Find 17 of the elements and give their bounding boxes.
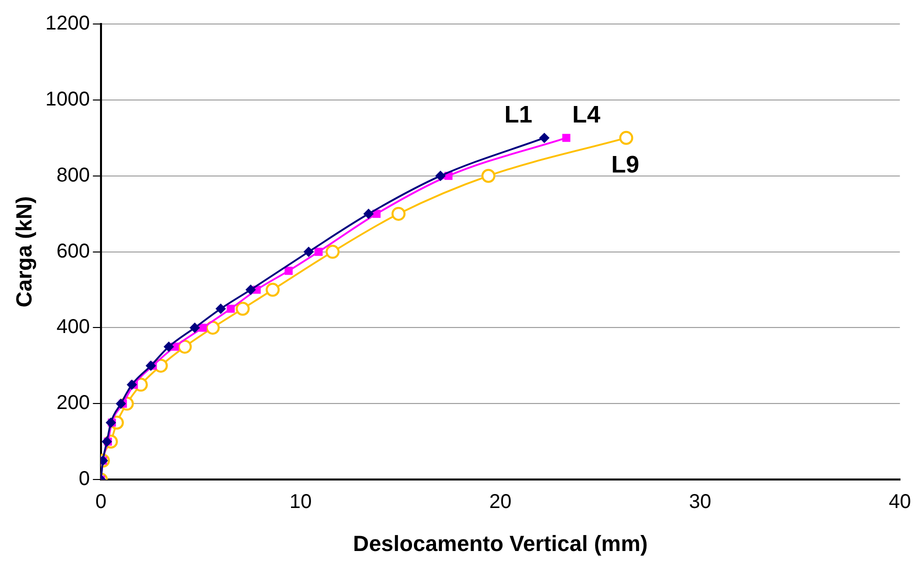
y-tick-label: 1000: [45, 88, 90, 110]
y-tick-label: 600: [56, 240, 90, 262]
x-tick-label: 10: [290, 491, 312, 514]
x-tick-label: 40: [888, 491, 911, 514]
x-tick-label: 20: [489, 491, 512, 514]
x-tick-label: 30: [689, 491, 712, 514]
y-tick-label: 800: [56, 164, 90, 186]
y-axis-title: Carga (kN): [11, 196, 36, 308]
y-tick-label: 200: [56, 392, 90, 414]
y-tick-label: 400: [56, 316, 90, 338]
y-tick-label: 1200: [45, 12, 90, 35]
series-label: L9: [611, 152, 640, 179]
x-axis-title: Deslocamento Vertical (mm): [353, 530, 648, 556]
series-label: L1: [504, 102, 532, 129]
series-label: L4: [572, 102, 601, 129]
y-tick-label: 0: [78, 468, 90, 490]
x-tick-label: 0: [95, 491, 106, 514]
